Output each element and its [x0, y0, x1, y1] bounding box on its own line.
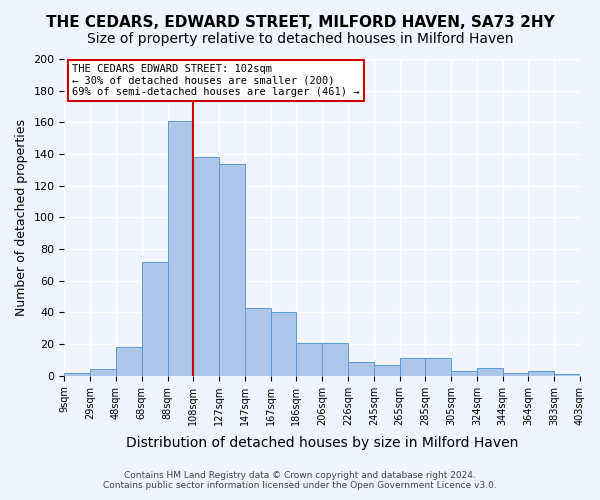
- Bar: [64, 372, 90, 376]
- Bar: [322, 342, 348, 376]
- Bar: [296, 342, 322, 376]
- Bar: [90, 370, 116, 376]
- Bar: [425, 358, 451, 376]
- Bar: [451, 371, 477, 376]
- X-axis label: Distribution of detached houses by size in Milford Haven: Distribution of detached houses by size …: [126, 436, 518, 450]
- Bar: [529, 371, 554, 376]
- Bar: [554, 374, 580, 376]
- Text: Size of property relative to detached houses in Milford Haven: Size of property relative to detached ho…: [87, 32, 513, 46]
- Bar: [142, 262, 167, 376]
- Y-axis label: Number of detached properties: Number of detached properties: [15, 119, 28, 316]
- Bar: [219, 164, 245, 376]
- Bar: [193, 157, 219, 376]
- Bar: [167, 121, 193, 376]
- Text: THE CEDARS, EDWARD STREET, MILFORD HAVEN, SA73 2HY: THE CEDARS, EDWARD STREET, MILFORD HAVEN…: [46, 15, 554, 30]
- Bar: [400, 358, 425, 376]
- Bar: [348, 362, 374, 376]
- Text: Contains HM Land Registry data © Crown copyright and database right 2024.
Contai: Contains HM Land Registry data © Crown c…: [103, 470, 497, 490]
- Bar: [503, 372, 529, 376]
- Bar: [271, 312, 296, 376]
- Text: THE CEDARS EDWARD STREET: 102sqm
← 30% of detached houses are smaller (200)
69% : THE CEDARS EDWARD STREET: 102sqm ← 30% o…: [72, 64, 359, 97]
- Bar: [477, 368, 503, 376]
- Bar: [116, 348, 142, 376]
- Bar: [374, 364, 400, 376]
- Bar: [245, 308, 271, 376]
